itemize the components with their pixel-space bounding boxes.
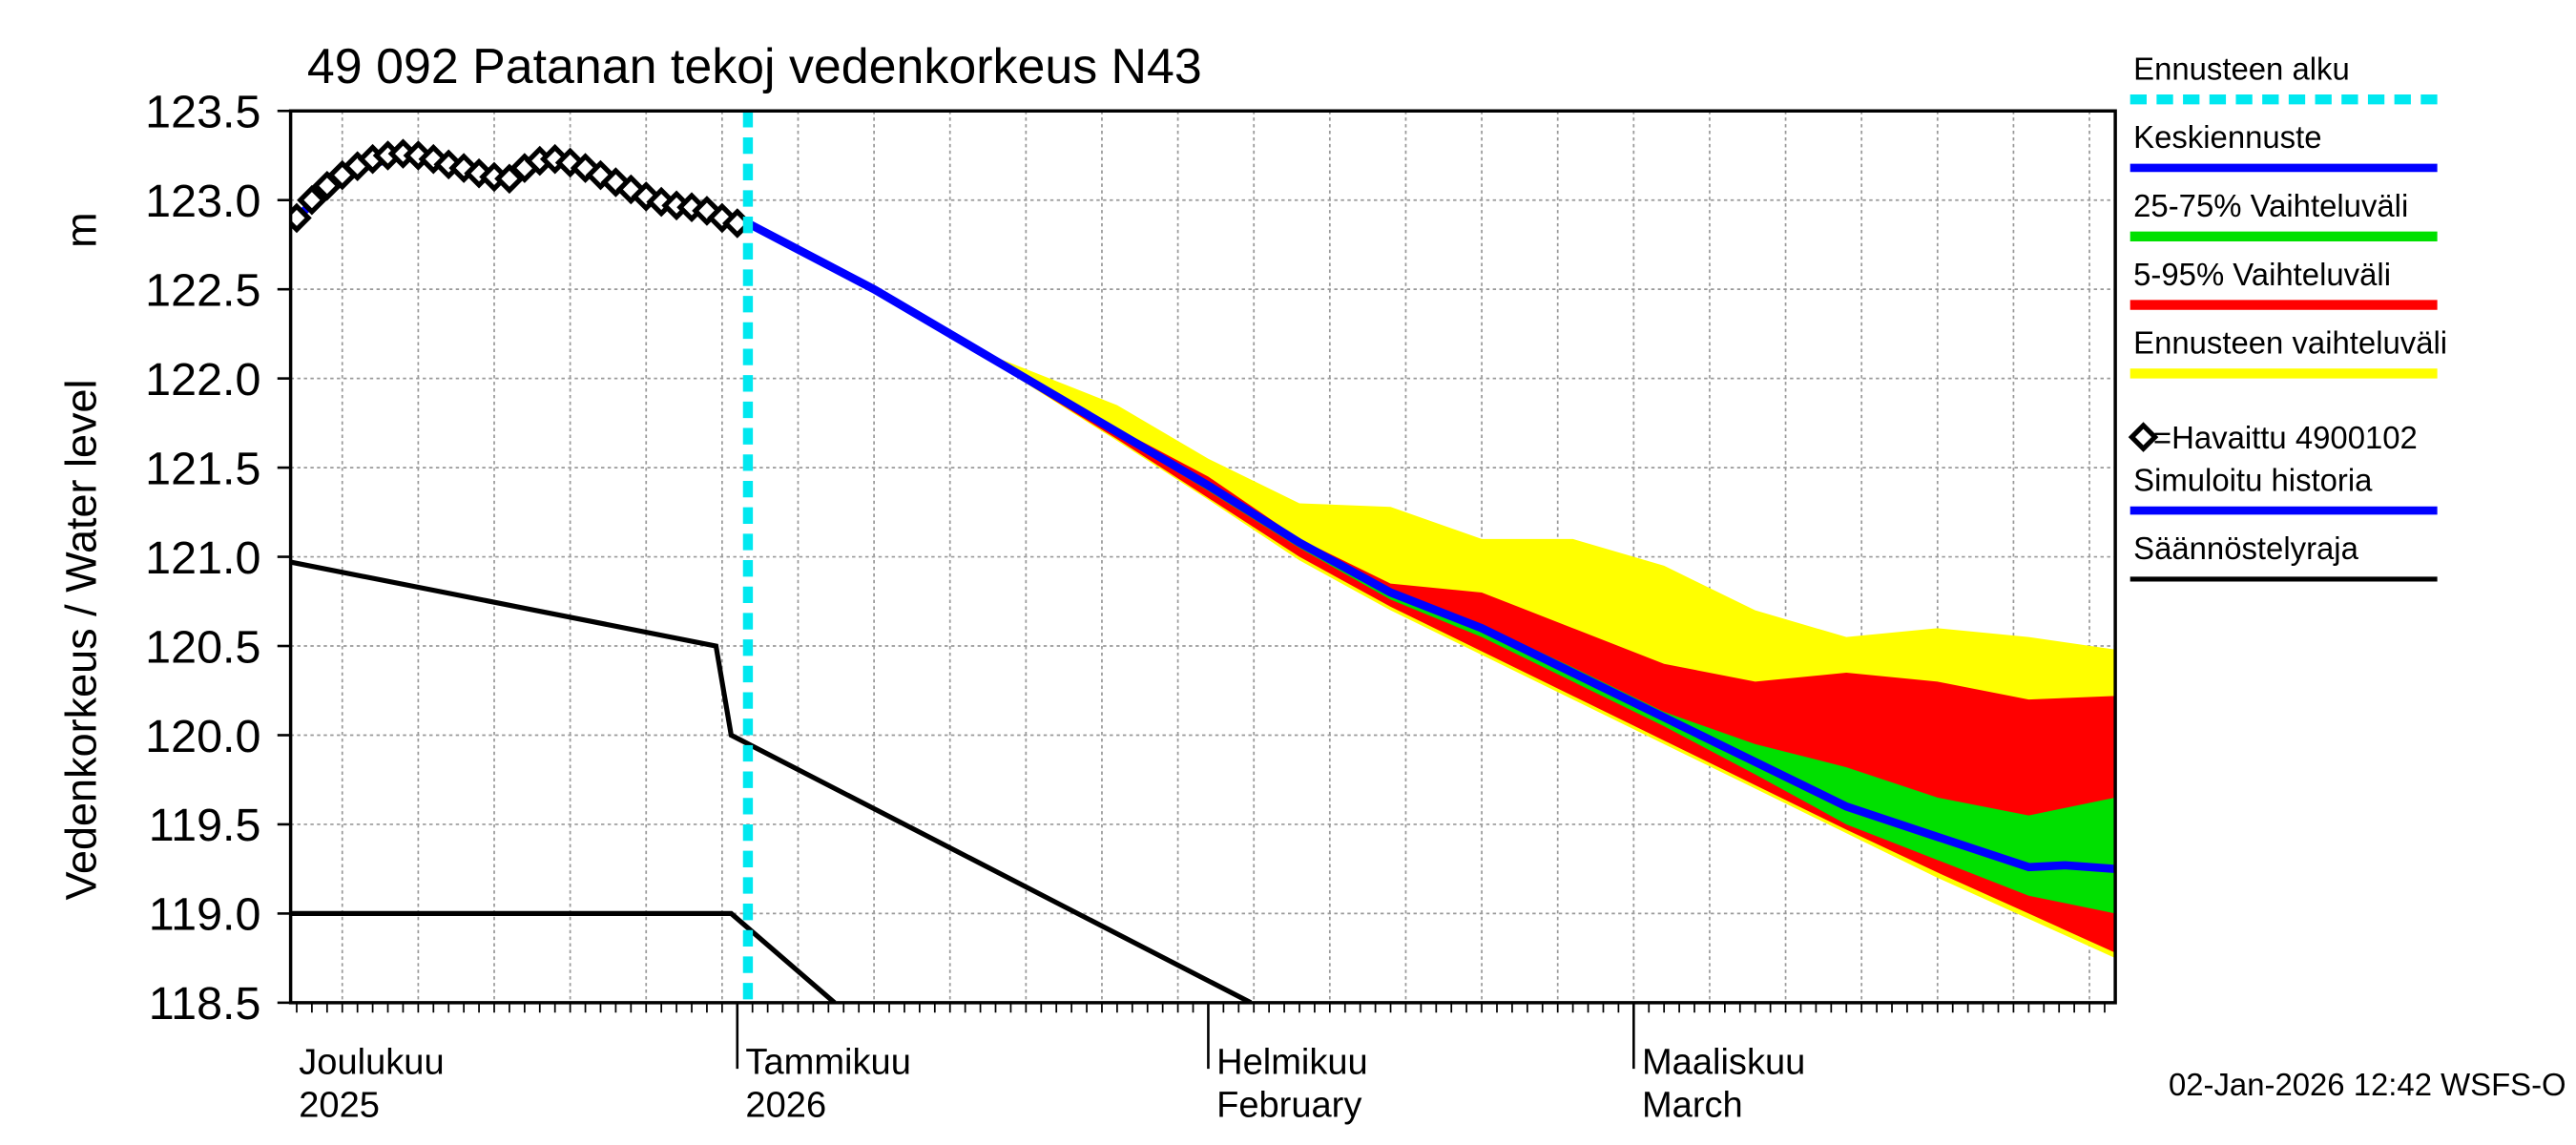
line [290,559,1253,1003]
timestamp: 02-Jan-2026 12:42 WSFS-O [2169,1067,2566,1102]
band [747,223,2116,914]
y-tick-label: 119.0 [149,889,261,941]
legend-label: Säännöstelyraja [2133,531,2358,566]
legend-label: Simuloitu historia [2133,462,2373,497]
legend-label: Keskiennuste [2133,119,2321,155]
y-tick-label: 122.0 [145,354,260,406]
legend-label: 5-95% Vaihteluväli [2133,257,2391,292]
y-tick-label: 120.0 [145,711,260,762]
x-tick-sublabel: 2026 [745,1085,826,1125]
y-tick-label: 123.0 [145,176,260,227]
marker [570,153,601,183]
x-tick-label: Helmikuu [1216,1042,1368,1082]
legend-marker [2128,422,2159,452]
marker [448,153,479,183]
marker [707,202,737,234]
x-tick-sublabel: 2025 [299,1085,380,1125]
x-tick-sublabel: March [1642,1085,1743,1125]
y-tick-label: 122.5 [145,264,260,316]
x-tick-label: Tammikuu [745,1042,910,1082]
legend-label: Ennusteen vaihteluväli [2133,325,2447,361]
x-tick-sublabel: February [1216,1085,1361,1125]
y-tick-label: 121.0 [145,532,260,584]
chart-title: 49 092 Patanan tekoj vedenkorkeus N43 [307,39,1202,94]
marker [297,184,327,216]
marker [585,159,616,191]
legend: Ennusteen alku Keskiennuste 25-75% Vaihtel… [2128,51,2447,582]
y-tick-label: 119.5 [149,800,261,851]
line [745,219,2116,873]
legend-label: =Havaittu 4900102 [2153,420,2418,455]
legend-label: Ennusteen alku [2133,51,2350,86]
series-layer [290,111,2116,1003]
marker [615,174,647,205]
plot-frame [288,109,2117,1005]
y-tick-label: 123.5 [145,87,260,138]
y-tick-label: 118.5 [149,978,261,1030]
y-tick-label: 121.5 [145,443,260,494]
marker [290,202,312,234]
plot-area: 118.5 119.0 119.5 120.0 120.5 121.0 121.5 122.0… [145,87,2117,1125]
y-axis-unit: m [56,212,105,248]
y-tick-label: 120.5 [145,621,260,673]
x-tick-label: Joulukuu [299,1042,444,1082]
legend-label: 25-75% Vaihteluväli [2133,188,2408,223]
y-axis-label: Vedenkorkeus / Water level [56,379,105,900]
marker [631,181,662,212]
x-tick-label: Maaliskuu [1642,1042,1805,1082]
